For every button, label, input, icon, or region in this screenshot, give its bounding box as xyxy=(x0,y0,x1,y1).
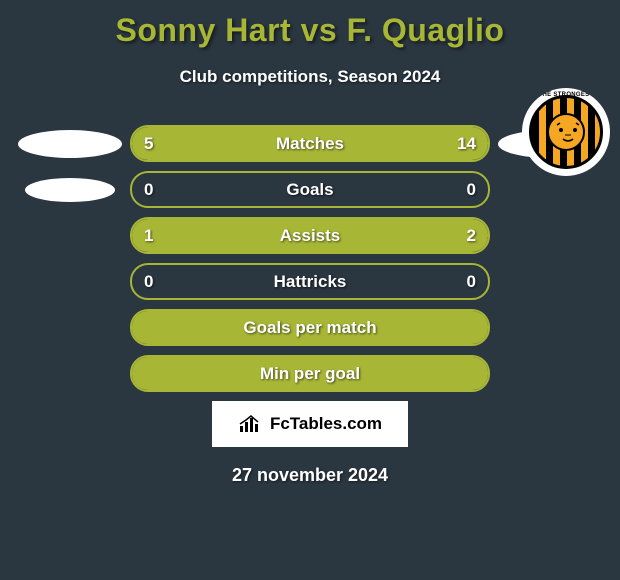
team-badge: THE STRONGEST xyxy=(522,88,610,176)
date-label: 27 november 2024 xyxy=(0,465,620,486)
value-left: 0 xyxy=(144,272,153,292)
page-title: Sonny Hart vs F. Quaglio xyxy=(0,0,620,49)
tiger-icon xyxy=(547,113,585,151)
value-left: 0 xyxy=(144,180,153,200)
value-left: 5 xyxy=(144,134,153,154)
fctables-logo[interactable]: FcTables.com xyxy=(212,401,408,447)
bar-label: Hattricks xyxy=(274,272,347,292)
stat-row-goals-per-match: Goals per match xyxy=(10,309,610,346)
bar-right-fill xyxy=(225,127,488,160)
bar-label: Assists xyxy=(280,226,340,246)
bar-min-per-goal: Min per goal xyxy=(130,355,490,392)
stat-row-matches: 5 Matches 14 xyxy=(10,125,610,162)
stat-row-min-per-goal: Min per goal xyxy=(10,355,610,392)
bar-label: Goals per match xyxy=(243,318,376,338)
stat-row-hattricks: 0 Hattricks 0 xyxy=(10,263,610,300)
ellipse-icon xyxy=(18,130,122,158)
logo-text: FcTables.com xyxy=(270,414,382,434)
value-left: 1 xyxy=(144,226,153,246)
left-team-logo-placeholder xyxy=(10,178,130,202)
value-right: 0 xyxy=(467,180,476,200)
badge-stripes xyxy=(529,95,603,169)
bar-label: Matches xyxy=(276,134,344,154)
bar-goals-per-match: Goals per match xyxy=(130,309,490,346)
page-subtitle: Club competitions, Season 2024 xyxy=(0,67,620,87)
bar-assists: 1 Assists 2 xyxy=(130,217,490,254)
left-team-logo-placeholder xyxy=(10,130,130,158)
value-right: 0 xyxy=(467,272,476,292)
value-right: 2 xyxy=(467,226,476,246)
bar-label: Min per goal xyxy=(260,364,360,384)
bar-goals: 0 Goals 0 xyxy=(130,171,490,208)
team-badge-container: THE STRONGEST xyxy=(522,88,610,176)
chart-icon xyxy=(238,414,264,434)
bar-matches: 5 Matches 14 xyxy=(130,125,490,162)
stat-row-assists: 1 Assists 2 xyxy=(10,217,610,254)
stat-row-goals: 0 Goals 0 xyxy=(10,171,610,208)
bar-label: Goals xyxy=(286,180,333,200)
ellipse-icon xyxy=(25,178,115,202)
bar-hattricks: 0 Hattricks 0 xyxy=(130,263,490,300)
value-right: 14 xyxy=(457,134,476,154)
